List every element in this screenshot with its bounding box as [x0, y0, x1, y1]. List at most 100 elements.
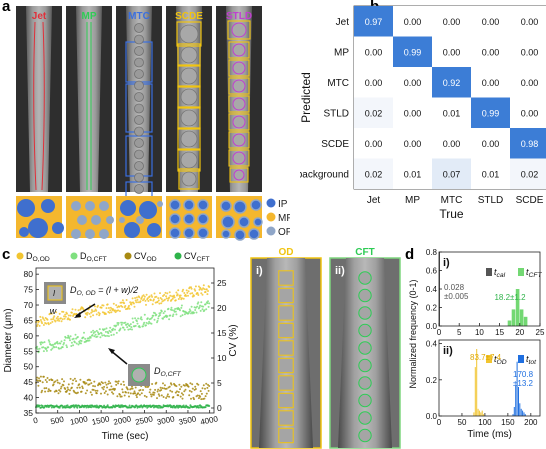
- point-cv-od: [41, 389, 44, 392]
- point-cv-od: [123, 383, 126, 386]
- bar-t-tot: [515, 385, 517, 416]
- point-d-o-cft: [55, 346, 58, 349]
- point-d-o-cft: [73, 341, 76, 344]
- point-d-o-od: [92, 314, 95, 317]
- point-d-o-od: [140, 296, 143, 299]
- point-d-o-od: [38, 324, 41, 327]
- point-cv-od: [149, 388, 152, 391]
- point-cv-od: [105, 383, 108, 386]
- scde-droplet: [180, 88, 198, 106]
- point-d-o-cft: [42, 346, 45, 349]
- point-cv-od: [46, 377, 49, 379]
- point-cv-od: [191, 383, 194, 386]
- point-cv-od: [134, 392, 137, 395]
- stld-droplet: [232, 61, 246, 75]
- legend-marker-3: [174, 252, 182, 260]
- bar-t-od: [481, 410, 483, 416]
- point-d-o-od: [115, 304, 118, 307]
- legend-label-d-ii-0: tOD: [494, 354, 507, 366]
- point-cv-od: [154, 388, 157, 391]
- x-axis-label: Time (sec): [102, 431, 149, 442]
- point-d-o-od: [157, 297, 160, 300]
- particle: [71, 201, 81, 211]
- cft-droplet: [358, 411, 372, 425]
- cft-droplet: [358, 271, 372, 285]
- y-tick-label: 0.8: [426, 248, 438, 257]
- point-d-o-od: [193, 288, 196, 291]
- matrix-col-label: MTC: [441, 195, 463, 206]
- mtc-droplet: [134, 57, 144, 68]
- point-d-o-od: [112, 302, 115, 305]
- point-cv-od: [68, 392, 71, 395]
- point-d-o-cft: [107, 332, 110, 335]
- point-d-o-cft: [148, 320, 151, 323]
- point-cv-od: [94, 389, 97, 392]
- point-cv-od: [102, 388, 105, 391]
- point-cv-od: [166, 395, 169, 398]
- point-d-o-od: [181, 290, 184, 293]
- point-d-o-od: [168, 296, 171, 299]
- point-d-o-od: [151, 295, 154, 298]
- bar-t-cft: [515, 289, 520, 326]
- point-d-o-cft: [107, 335, 110, 338]
- particle: [85, 229, 95, 239]
- point-d-o-cft: [93, 335, 96, 338]
- point-d-o-cft: [119, 327, 122, 330]
- point-cv-od: [92, 385, 95, 387]
- point-d-o-od: [180, 297, 183, 300]
- point-d-o-od: [168, 291, 171, 294]
- bar-t-tot: [522, 410, 524, 416]
- point-d-o-cft: [204, 303, 207, 306]
- cft-droplet: [358, 428, 372, 443]
- point-cv-od: [117, 380, 120, 383]
- confusion-matrix: 0.97 0.00 0.00 0.00 0.00 Jet 0.00 0.99 0.00 0.00 0…: [300, 5, 546, 221]
- cft-droplet: [358, 341, 372, 355]
- point-d-o-od: [121, 305, 124, 308]
- point-d-o-cft: [170, 306, 173, 309]
- point-d-o-cft: [80, 342, 82, 345]
- legend-swatch-d-ii-1: [518, 355, 524, 363]
- point-d-o-cft: [199, 304, 202, 307]
- point-d-o-od: [51, 320, 54, 323]
- point-d-o-od: [52, 316, 55, 319]
- point-cv-od: [88, 383, 91, 386]
- matrix-cell: [393, 36, 432, 67]
- matrix-cell: [510, 67, 546, 98]
- point-d-o-cft: [63, 342, 65, 344]
- point-d-o-od: [134, 297, 137, 299]
- point-d-o-od: [208, 286, 211, 288]
- point-cv-od: [78, 383, 81, 386]
- point-d-o-cft: [110, 334, 113, 337]
- matrix-col-label: Jet: [367, 195, 381, 206]
- hist-annotation: 18.2±1.2: [494, 293, 526, 302]
- point-d-o-cft: [202, 305, 205, 308]
- particle: [169, 199, 181, 211]
- matrix-cell: [393, 6, 432, 37]
- point-cv-od: [150, 395, 153, 398]
- matrix-value: 0.97: [365, 17, 383, 27]
- scde-droplet: [180, 67, 198, 85]
- point-cv-od: [73, 377, 76, 380]
- point-d-o-od: [134, 299, 137, 302]
- point-d-o-od: [100, 306, 103, 309]
- point-d-o-od: [151, 303, 154, 306]
- mtc-droplet: [134, 92, 144, 102]
- od-droplet-box: [278, 287, 294, 304]
- point-cv-od: [118, 393, 121, 396]
- point-d-o-cft: [135, 320, 138, 323]
- point-d-o-cft: [203, 309, 206, 312]
- point-d-o-od: [193, 294, 195, 297]
- point-cv-od: [79, 378, 82, 381]
- point-cv-od: [126, 388, 129, 391]
- point-d-o-od: [173, 294, 175, 297]
- y2-tick-label: 15: [217, 328, 227, 338]
- y-tick-label: 75: [24, 285, 34, 295]
- point-cv-od: [179, 388, 181, 391]
- point-cv-cft: [173, 404, 175, 407]
- point-d-o-cft: [64, 336, 67, 339]
- jet-outline: [33, 21, 45, 191]
- matrix-value: 0.00: [482, 47, 500, 57]
- point-d-o-od: [146, 297, 149, 300]
- cft-droplet: [358, 306, 372, 320]
- legend-swatch-d-ii-0: [486, 355, 492, 363]
